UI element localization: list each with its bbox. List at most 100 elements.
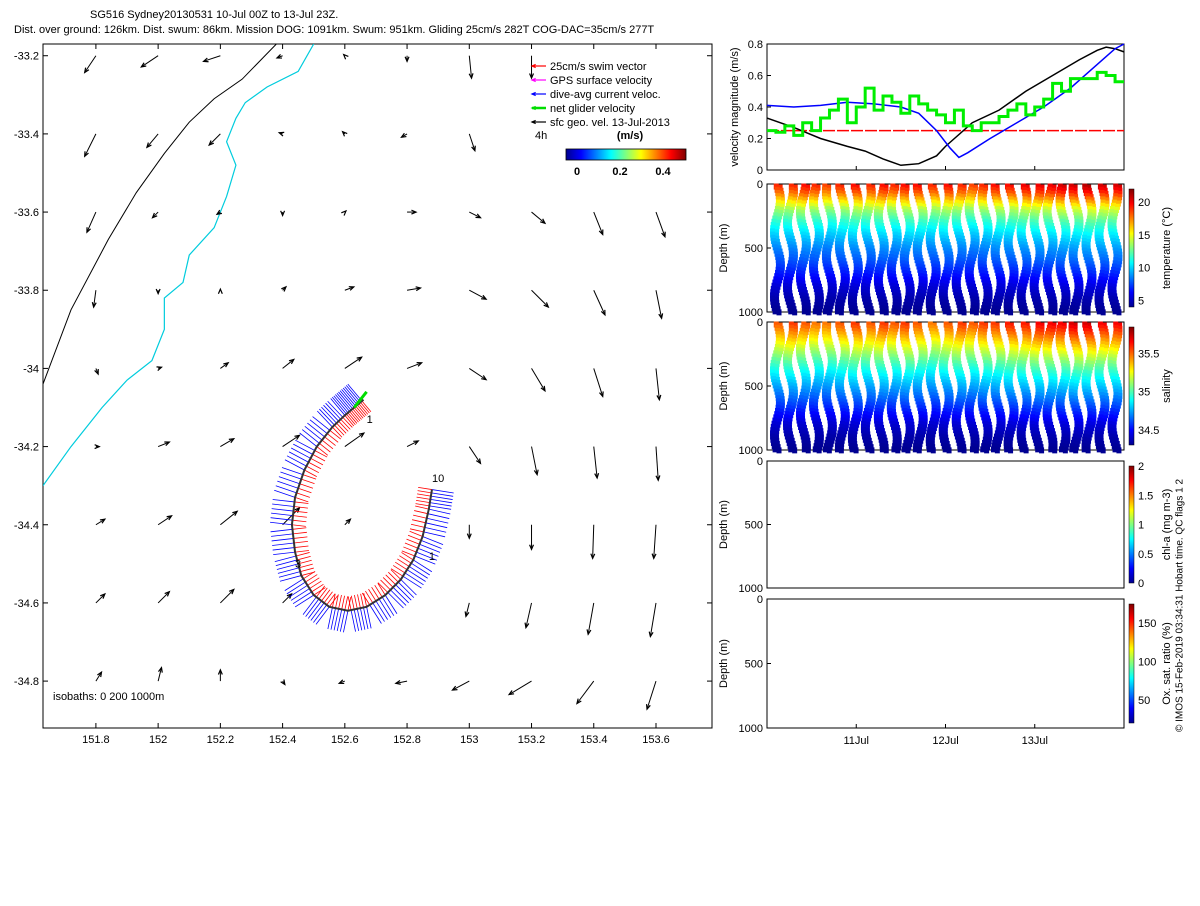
- profile-sample: [984, 309, 989, 315]
- profile-sample: [995, 447, 1000, 453]
- colorbar-label: salinity: [1161, 369, 1173, 403]
- profile-sample: [905, 447, 910, 453]
- profile-sample: [947, 447, 952, 453]
- profile-sample: [1101, 447, 1106, 453]
- depth-y-tick-label: 500: [745, 381, 763, 393]
- map-y-tick-label: -34.6: [14, 598, 39, 610]
- profile-sample: [777, 447, 782, 453]
- map-colorbar-tick-label: 0.2: [612, 166, 627, 178]
- colorbar-tick-label: 10: [1138, 263, 1150, 275]
- profile-sample: [931, 447, 936, 453]
- profile-sample: [1116, 309, 1121, 315]
- map-y-tick-label: -33.4: [14, 129, 39, 141]
- profile-sample: [1063, 447, 1068, 453]
- map-x-tick-label: 152: [149, 734, 167, 746]
- map-y-tick-label: -34: [23, 363, 39, 375]
- profile-sample: [962, 309, 967, 315]
- map-y-tick-label: -33.2: [14, 51, 39, 63]
- profile-sample: [984, 447, 989, 453]
- track-label: 10: [432, 473, 444, 485]
- depth-y-label: Depth (m): [718, 500, 730, 549]
- profile-sample: [854, 309, 859, 315]
- map-y-tick-label: -34.8: [14, 676, 39, 688]
- legend-scale-label: 4h: [535, 130, 547, 142]
- profile-sample: [1039, 309, 1044, 315]
- profile-sample: [974, 447, 979, 453]
- depth-y-tick-label: 0: [757, 317, 763, 329]
- map-x-tick-label: 152.6: [331, 734, 359, 746]
- colorbar-tick-label: 34.5: [1138, 425, 1159, 437]
- legend-entry: GPS surface velocity: [550, 75, 653, 87]
- profile-sample: [806, 309, 811, 315]
- profile-sample: [839, 309, 844, 315]
- colorbar-tick-label: 5: [1138, 295, 1144, 307]
- legend-entry: net glider velocity: [550, 103, 635, 115]
- legend-entry: sfc geo. vel. 13-Jul-2013: [550, 117, 670, 129]
- profile-sample: [817, 447, 822, 453]
- velocity-y-tick-label: 0.8: [748, 39, 763, 51]
- profile-sample: [817, 309, 822, 315]
- profile-sample: [895, 447, 900, 453]
- depth-frame: [767, 461, 1124, 588]
- profile-sample: [854, 447, 859, 453]
- profile-sample: [917, 309, 922, 315]
- track-label: 3: [295, 559, 301, 571]
- map-y-tick-label: -34.2: [14, 442, 39, 454]
- velocity-y-tick-label: 0.2: [748, 134, 763, 146]
- colorbar-label: temperature (°C): [1161, 207, 1173, 289]
- legend-entry: dive-avg current veloc.: [550, 89, 661, 101]
- velocity-y-tick-label: 0.6: [748, 71, 763, 83]
- velocity-frame: [767, 44, 1124, 170]
- depth-y-tick-label: 500: [745, 520, 763, 532]
- map-y-tick-label: -33.6: [14, 207, 39, 219]
- depth-y-tick-label: 500: [745, 243, 763, 255]
- map-frame: [43, 44, 712, 728]
- map-y-tick-label: -33.8: [14, 285, 39, 297]
- track-label: 1: [429, 551, 435, 563]
- depth-y-tick-label: 0: [757, 179, 763, 191]
- colorbar: [1129, 327, 1134, 445]
- track-label: 1: [367, 414, 373, 426]
- colorbar: [1129, 189, 1134, 307]
- map-y-tick-label: -34.4: [14, 520, 39, 532]
- colorbar-tick-label: 35.5: [1138, 349, 1159, 361]
- isobath-label: isobaths: 0 200 1000m: [53, 691, 164, 703]
- profile-sample: [1008, 447, 1013, 453]
- map-colorbar-tick-label: 0.4: [655, 166, 671, 178]
- map-x-tick-label: 153.6: [642, 734, 670, 746]
- profile-sample: [1024, 447, 1029, 453]
- map-x-tick-label: 152.8: [393, 734, 421, 746]
- legend-colorbar-title: (m/s): [617, 130, 644, 142]
- colorbar-tick-label: 20: [1138, 197, 1150, 209]
- profile-sample: [1024, 309, 1029, 315]
- profile-sample: [884, 309, 889, 315]
- profile-sample: [827, 309, 832, 315]
- profile-sample: [839, 447, 844, 453]
- profile-sample: [1073, 309, 1078, 315]
- profile-sample: [1086, 447, 1091, 453]
- profile-sample: [1052, 309, 1057, 315]
- depth-y-label: Depth (m): [718, 224, 730, 273]
- velocity-y-label: velocity magnitude (m/s): [729, 47, 741, 166]
- profile-sample: [1116, 447, 1121, 453]
- map-x-tick-label: 153.4: [580, 734, 608, 746]
- map-x-tick-label: 153.2: [518, 734, 546, 746]
- profile-sample: [1101, 309, 1106, 315]
- profile-sample: [827, 447, 832, 453]
- profile-sample: [974, 309, 979, 315]
- profile-sample: [806, 447, 811, 453]
- profile-sample: [962, 447, 967, 453]
- profile-sample: [995, 309, 1000, 315]
- map-x-tick-label: 153: [460, 734, 478, 746]
- velocity-y-tick-label: 0: [757, 165, 763, 177]
- profile-sample: [905, 309, 910, 315]
- map-x-tick-label: 151.8: [82, 734, 110, 746]
- map-colorbar: [566, 149, 686, 160]
- profile-sample: [1039, 447, 1044, 453]
- map-x-tick-label: 152.4: [269, 734, 297, 746]
- depth-y-tick-label: 0: [757, 456, 763, 468]
